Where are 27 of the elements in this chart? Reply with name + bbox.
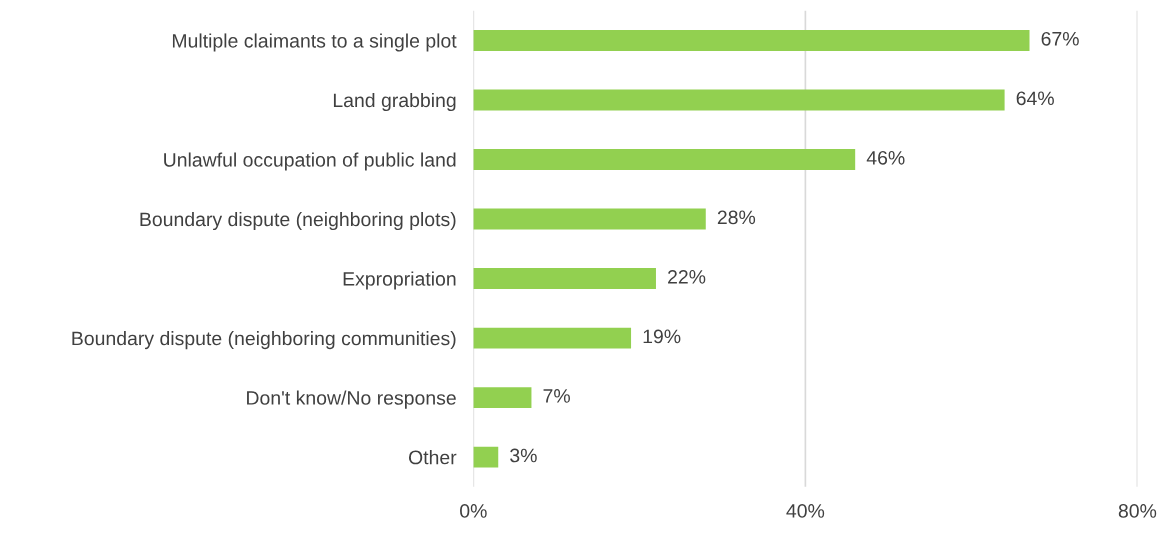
y-tick-label: Multiple claimants to a single plot — [172, 33, 457, 52]
y-tick-label: Unlawful occupation of public land — [164, 152, 456, 171]
data-label: 28% — [717, 210, 756, 225]
bar — [473, 89, 1005, 111]
data-label: 19% — [643, 329, 681, 344]
y-tick-label: Boundary dispute (neighboring communities) — [72, 331, 456, 350]
data-label: 22% — [668, 269, 706, 284]
bar — [473, 327, 632, 349]
bar — [473, 208, 706, 230]
y-tick-label: Don't know/No response — [247, 390, 456, 409]
y-tick-label: Land grabbing — [333, 92, 456, 112]
bar — [473, 30, 1030, 51]
y-tick-label: Expropriation — [343, 271, 456, 290]
data-label: 3% — [510, 448, 537, 463]
x-tick-label: 40% — [786, 504, 825, 518]
x-tick-label: 80% — [1118, 504, 1157, 518]
data-label: 46% — [866, 150, 905, 165]
x-tick-label: 0% — [460, 504, 487, 518]
bar — [473, 446, 499, 468]
y-tick-label: Other — [408, 450, 457, 465]
y-tick-label: Boundary dispute (neighboring plots) — [140, 211, 456, 231]
bar — [473, 387, 532, 408]
data-label: 67% — [1041, 31, 1079, 46]
bar — [473, 268, 656, 289]
bar — [473, 149, 856, 170]
data-label: 7% — [543, 389, 570, 403]
data-label: 64% — [1016, 91, 1054, 106]
